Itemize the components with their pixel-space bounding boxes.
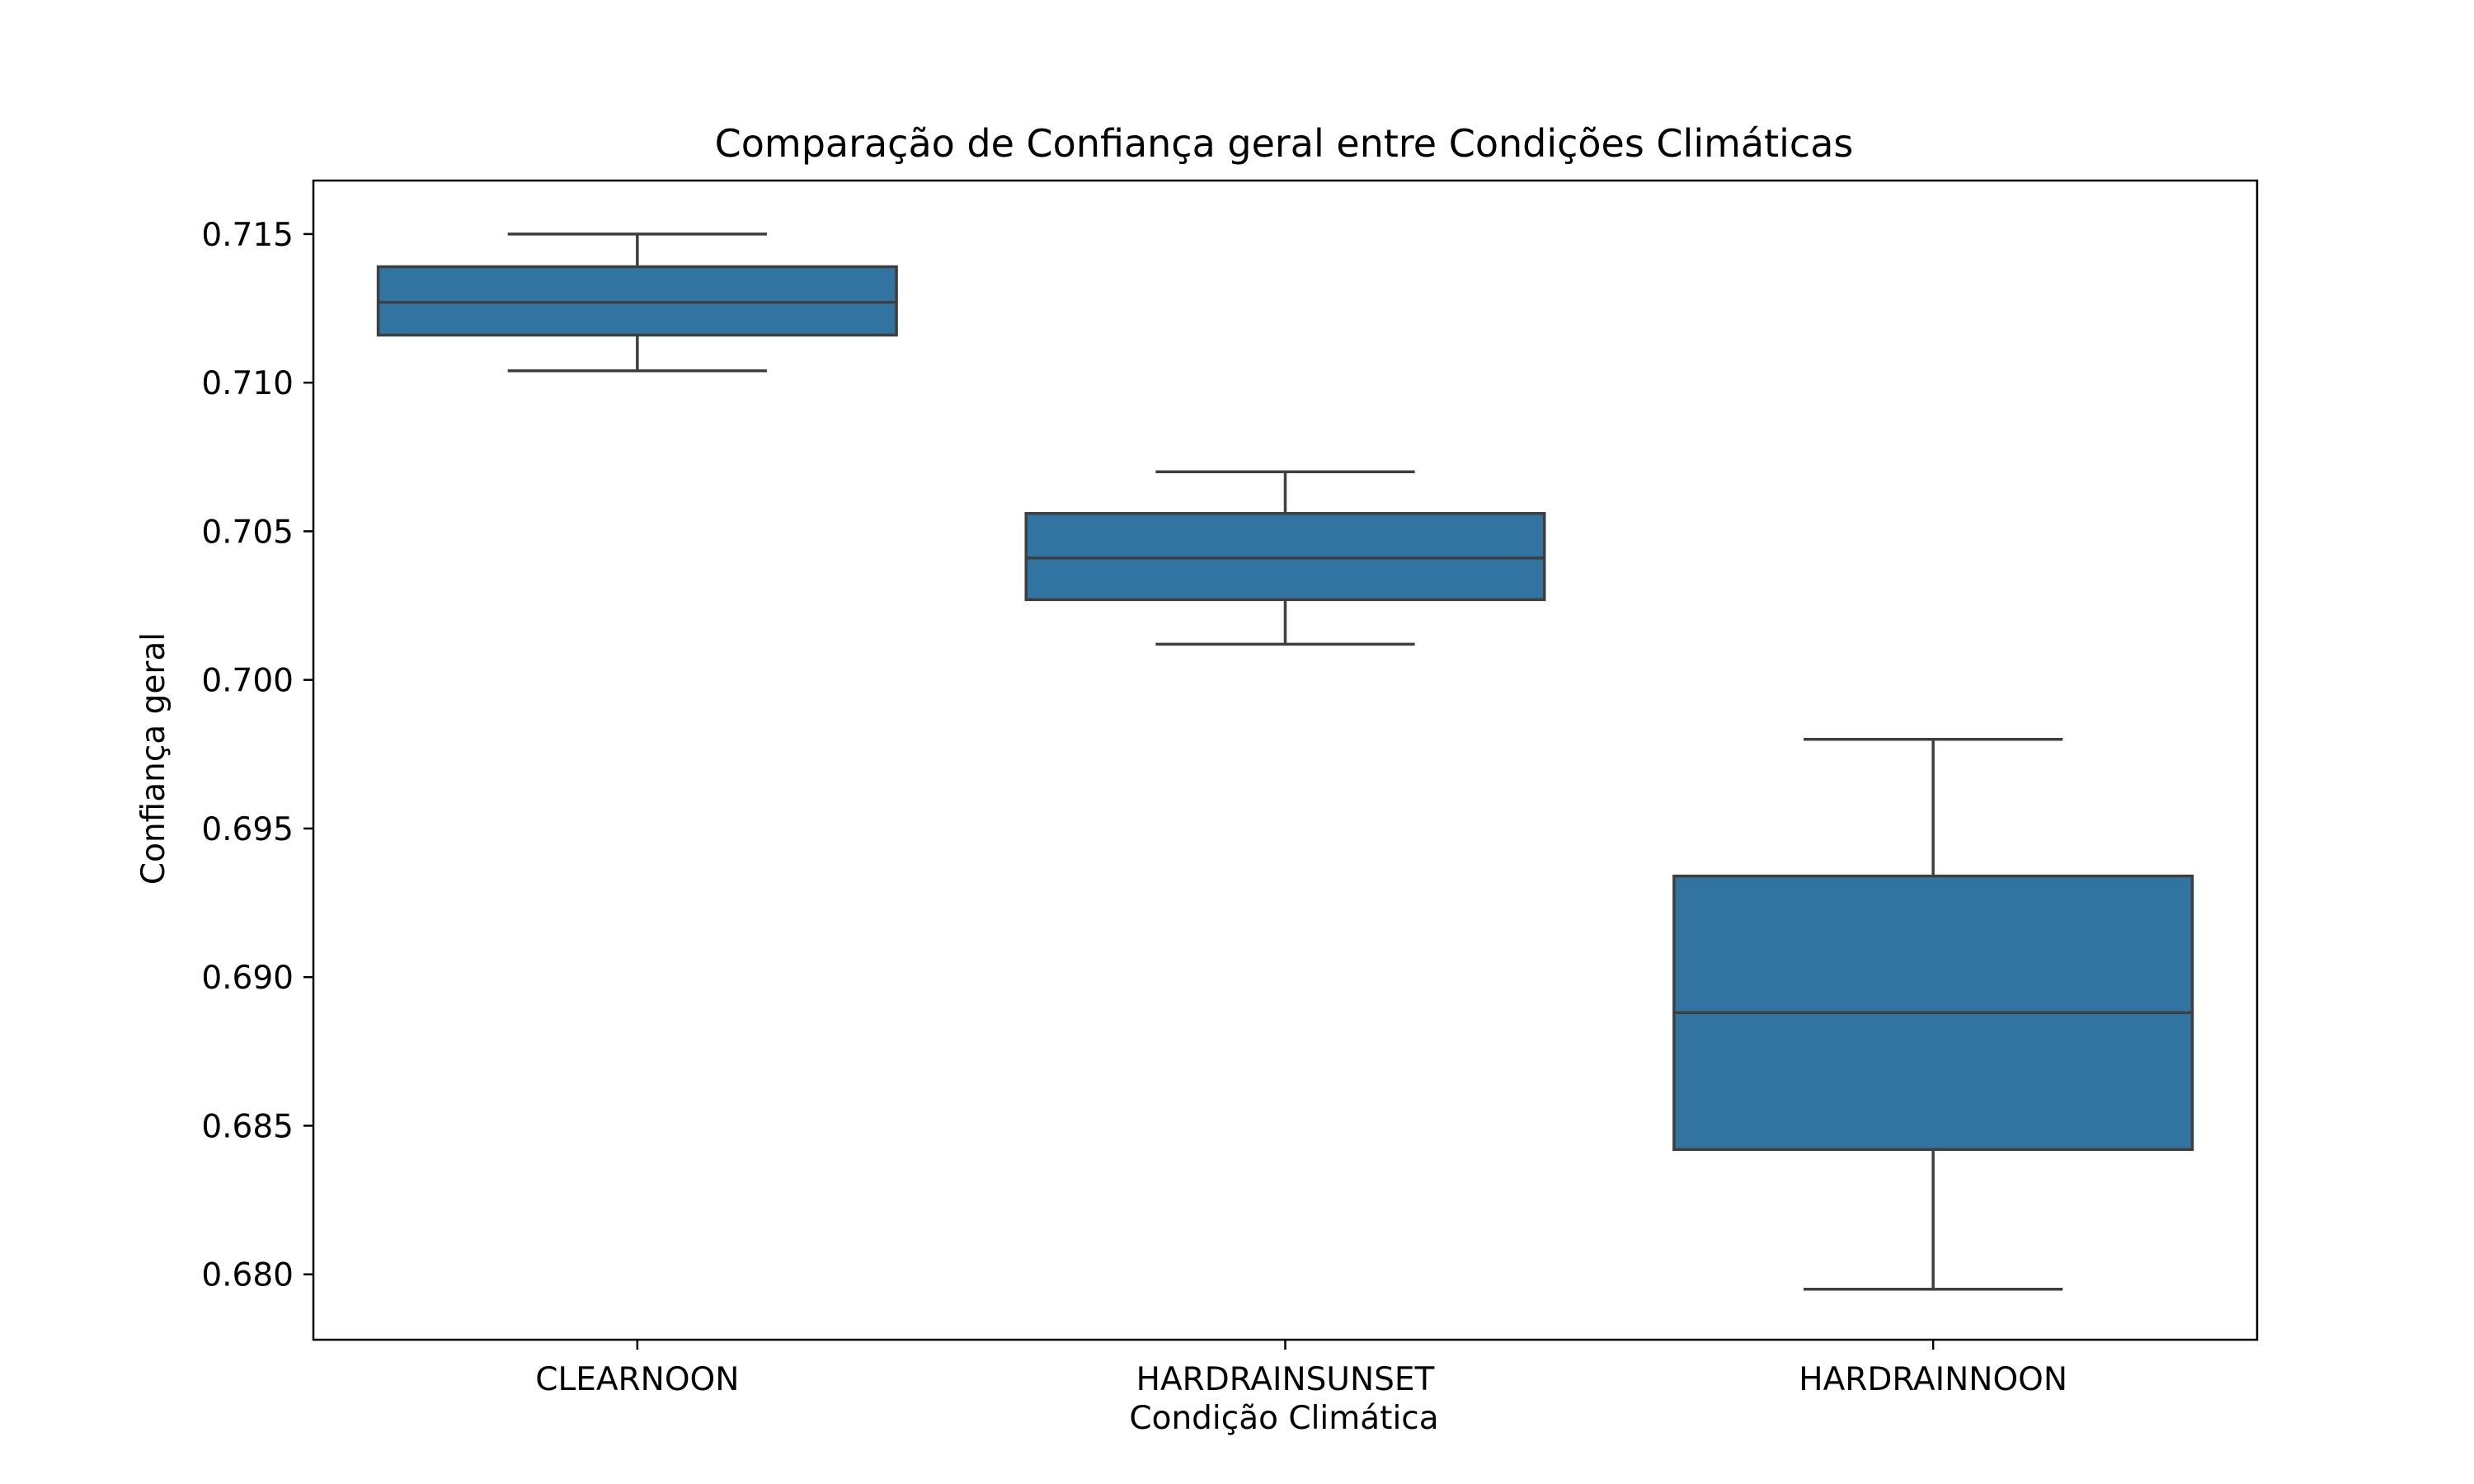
y-axis-label: Confiança geral [135, 632, 172, 885]
y-tick-label: 0.685 [201, 1108, 294, 1145]
box-clearnoon [376, 265, 898, 337]
x-tick-label: HARDRAINSUNSET [1136, 1361, 1435, 1398]
y-tick-label: 0.715 [201, 217, 294, 254]
x-tick-label: CLEARNOON [535, 1361, 739, 1398]
y-tick-label: 0.695 [201, 811, 294, 848]
x-tick-label: HARDRAINNOON [1799, 1361, 2067, 1398]
chart-title: Comparação de Confiança geral entre Cond… [715, 121, 1854, 166]
y-tick-label: 0.690 [201, 960, 294, 997]
y-tick-label: 0.700 [201, 663, 294, 700]
y-tick-label: 0.680 [201, 1257, 294, 1294]
x-axis-label: Condição Climática [1129, 1400, 1438, 1437]
y-tick-label: 0.705 [201, 514, 294, 551]
box-hardrainsunset [1024, 512, 1546, 602]
y-tick-label: 0.710 [201, 365, 294, 402]
plot-area: 0.680 0.685 0.690 0.695 0.700 0.705 0.710 0.715… [201, 179, 2259, 1398]
